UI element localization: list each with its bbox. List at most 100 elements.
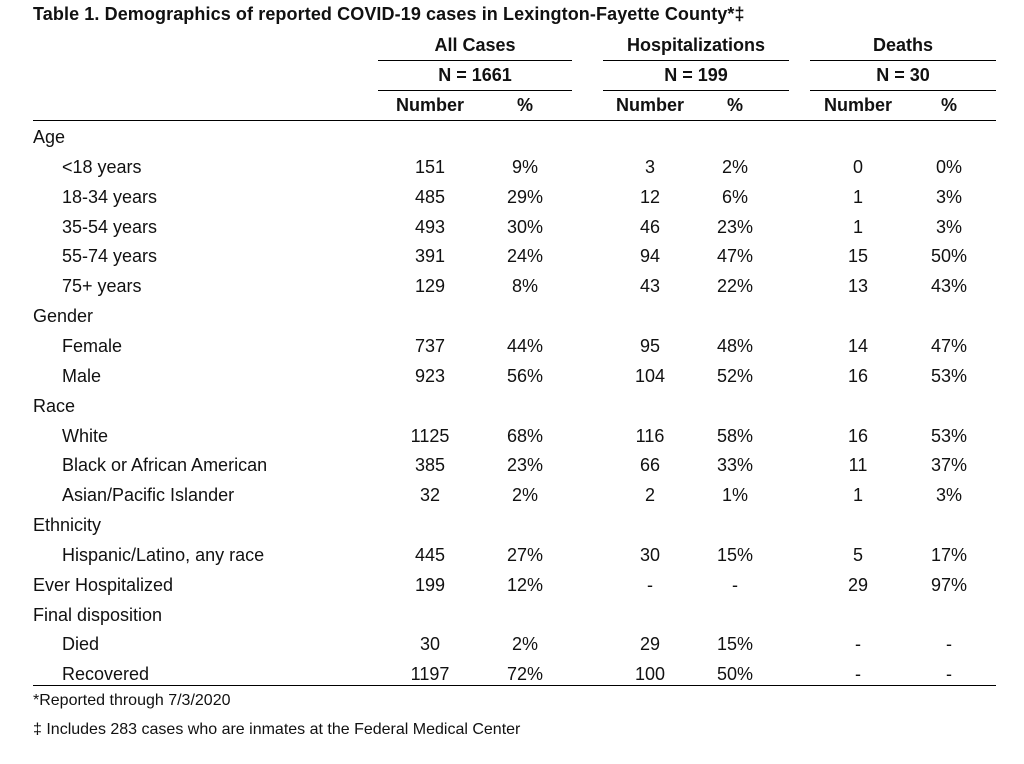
section-label: Age bbox=[33, 127, 66, 147]
cell-all-cases-percent: 23% bbox=[506, 455, 544, 476]
cell-deaths-percent: 17% bbox=[930, 544, 968, 565]
cell-all-cases-percent: 8% bbox=[511, 276, 538, 297]
table-row: Male 923 56% 104 52% 16 53% bbox=[0, 361, 1024, 391]
cell-all-cases-percent: 27% bbox=[506, 544, 544, 565]
cell-deaths-percent: 3% bbox=[935, 485, 962, 506]
cell-all-cases-number: 385 bbox=[414, 455, 446, 476]
row-label: 75+ years bbox=[62, 276, 142, 297]
cell-hosp-percent: 50% bbox=[716, 664, 754, 685]
cell-hosp-percent: 15% bbox=[716, 544, 754, 565]
cell-hosp-percent: 1% bbox=[721, 485, 748, 506]
cell-hosp-number: 43 bbox=[639, 276, 661, 297]
col-header-hospitalizations-number: Number bbox=[615, 95, 684, 115]
cell-deaths-number: 0 bbox=[852, 156, 863, 177]
cell-deaths-number: 15 bbox=[847, 246, 869, 267]
cell-all-cases-number: 485 bbox=[414, 186, 446, 207]
cell-deaths-percent: 53% bbox=[930, 365, 968, 386]
table-row: White 1125 68% 116 58% 16 53% bbox=[0, 421, 1024, 451]
cell-hosp-number: 3 bbox=[644, 156, 655, 177]
table-row: Died 30 2% 29 15% - - bbox=[0, 629, 1024, 659]
cell-all-cases-number: 493 bbox=[414, 216, 446, 237]
cell-deaths-number: 16 bbox=[847, 425, 869, 446]
cell-deaths-percent: - bbox=[946, 664, 952, 685]
table-row: Race bbox=[0, 391, 1024, 421]
group-header-hospitalizations: Hospitalizations bbox=[626, 35, 765, 55]
table-row: Black or African American 385 23% 66 33% 11 37… bbox=[0, 450, 1024, 480]
cell-deaths-number: 11 bbox=[848, 455, 868, 476]
cell-deaths-percent: 47% bbox=[930, 335, 968, 356]
cell-deaths-number: 1 bbox=[852, 186, 863, 207]
table-row: Ethnicity bbox=[0, 510, 1024, 540]
cell-all-cases-percent: 29% bbox=[506, 186, 544, 207]
cell-all-cases-number: 151 bbox=[414, 156, 446, 177]
n-underline-deaths bbox=[810, 90, 996, 91]
cell-hosp-number: 104 bbox=[634, 365, 666, 386]
cell-hosp-number: - bbox=[647, 574, 653, 595]
table-row: Final disposition bbox=[0, 600, 1024, 630]
cell-deaths-number: 14 bbox=[847, 335, 869, 356]
cell-deaths-number: 16 bbox=[847, 365, 869, 386]
header-rule bbox=[33, 120, 996, 121]
cell-all-cases-percent: 2% bbox=[511, 634, 538, 655]
table-row: 75+ years 129 8% 43 22% 13 43% bbox=[0, 271, 1024, 301]
group-n-all-cases: N = 1661 bbox=[438, 65, 512, 85]
cell-deaths-number: - bbox=[855, 634, 861, 655]
cell-hosp-percent: 15% bbox=[716, 634, 754, 655]
row-label: 55-74 years bbox=[62, 246, 158, 267]
section-label: Ethnicity bbox=[33, 515, 102, 536]
cell-hosp-number: 116 bbox=[635, 425, 665, 446]
cell-hosp-number: 100 bbox=[634, 664, 666, 685]
cell-deaths-number: 5 bbox=[852, 544, 863, 565]
cell-all-cases-percent: 72% bbox=[506, 664, 544, 685]
cell-deaths-percent: 3% bbox=[935, 186, 962, 207]
row-label: Male bbox=[62, 365, 102, 386]
row-label: Female bbox=[62, 335, 123, 356]
group-header-deaths: Deaths bbox=[872, 35, 934, 55]
cell-all-cases-number: 30 bbox=[419, 634, 441, 655]
group-underline-deaths bbox=[810, 60, 996, 61]
row-label: Recovered bbox=[62, 664, 150, 685]
row-label: 18-34 years bbox=[62, 186, 158, 207]
table-row: Recovered 1197 72% 100 50% - - bbox=[0, 659, 1024, 689]
footnote-reported-through: *Reported through 7/3/2020 bbox=[33, 692, 231, 709]
table-row: Asian/Pacific Islander 32 2% 2 1% 1 3% bbox=[0, 480, 1024, 510]
group-n-deaths: N = 30 bbox=[876, 65, 930, 85]
row-label: Hispanic/Latino, any race bbox=[62, 544, 265, 565]
cell-hosp-percent: - bbox=[732, 574, 738, 595]
group-header-all-cases: All Cases bbox=[434, 35, 516, 55]
cell-hosp-percent: 6% bbox=[721, 186, 748, 207]
table-row: Hispanic/Latino, any race 445 27% 30 15% 5 17% bbox=[0, 540, 1024, 570]
cell-hosp-percent: 33% bbox=[716, 455, 754, 476]
col-header-deaths-percent: % bbox=[940, 95, 957, 115]
row-label: 35-54 years bbox=[62, 216, 158, 237]
cell-all-cases-number: 923 bbox=[414, 365, 446, 386]
section-label: Gender bbox=[33, 306, 94, 327]
cell-hosp-number: 66 bbox=[639, 455, 661, 476]
cell-all-cases-number: 199 bbox=[414, 574, 446, 595]
table-row: <18 years 151 9% 3 2% 0 0% bbox=[0, 152, 1024, 182]
section-label: Race bbox=[33, 395, 76, 416]
cell-deaths-percent: 37% bbox=[930, 455, 968, 476]
cell-deaths-percent: 50% bbox=[930, 246, 968, 267]
table-row: Ever Hospitalized 199 12% - - 29 97% bbox=[0, 570, 1024, 600]
group-underline-all-cases bbox=[378, 60, 572, 61]
cell-deaths-percent: 3% bbox=[935, 216, 962, 237]
table-row: 55-74 years 391 24% 94 47% 15 50% bbox=[0, 241, 1024, 271]
table-title: Table 1. Demographics of reported COVID-… bbox=[33, 4, 745, 24]
section-label: Ever Hospitalized bbox=[33, 574, 174, 595]
row-label: Died bbox=[62, 634, 100, 655]
cell-all-cases-percent: 9% bbox=[511, 156, 538, 177]
group-underline-hospitalizations bbox=[603, 60, 789, 61]
cell-all-cases-number: 32 bbox=[419, 485, 441, 506]
cell-hosp-number: 46 bbox=[639, 216, 661, 237]
col-header-hospitalizations-percent: % bbox=[726, 95, 743, 115]
cell-all-cases-number: 391 bbox=[414, 246, 446, 267]
cell-deaths-number: 13 bbox=[847, 276, 869, 297]
col-header-deaths-number: Number bbox=[823, 95, 892, 115]
table-row: 18-34 years 485 29% 12 6% 1 3% bbox=[0, 182, 1024, 212]
cell-all-cases-number: 1125 bbox=[410, 425, 450, 446]
table-row: 35-54 years 493 30% 46 23% 1 3% bbox=[0, 212, 1024, 242]
row-label: <18 years bbox=[62, 156, 142, 177]
row-label: Black or African American bbox=[62, 455, 268, 476]
